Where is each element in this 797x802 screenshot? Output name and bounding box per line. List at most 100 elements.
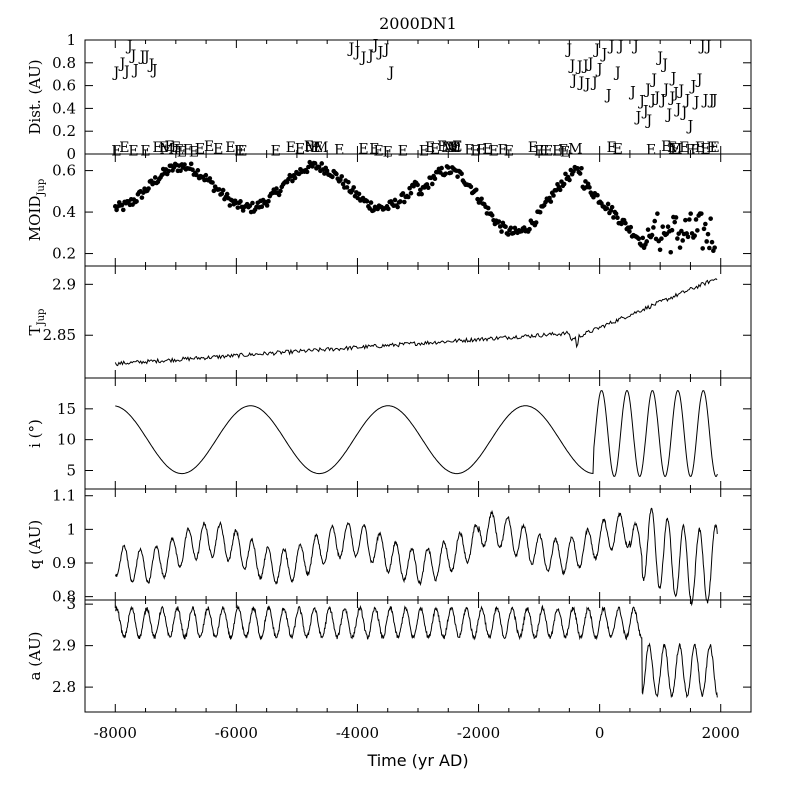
moid-point: [266, 198, 271, 204]
dist-marker-j: J: [628, 84, 636, 100]
dist-marker-m: M: [441, 140, 455, 156]
moid-point: [220, 187, 226, 193]
y-axis-label-incl: i (°): [26, 419, 44, 448]
dist-marker-m: M: [668, 141, 682, 157]
dist-marker-j: J: [565, 42, 573, 58]
moid-point: [356, 191, 362, 197]
dist-marker-m: M: [160, 141, 174, 157]
moid-point: [703, 221, 708, 227]
dist-marker-j: J: [648, 92, 656, 108]
moid-point: [312, 161, 318, 166]
dist-marker-j: J: [577, 75, 585, 91]
moid-point: [665, 224, 671, 230]
y-tick-label-moid: 0.6: [52, 162, 76, 180]
moid-point: [119, 202, 125, 208]
dist-marker-j: J: [664, 107, 672, 123]
moid-point: [182, 162, 187, 167]
moid-point: [561, 181, 567, 187]
dist-marker-j: J: [366, 48, 374, 64]
dist-marker-e: E: [695, 140, 705, 156]
moid-point: [677, 245, 683, 250]
dist-marker-e: E: [707, 140, 717, 156]
dist-marker-j: J: [122, 64, 130, 80]
y-tick-label-tjup: 2.85: [43, 326, 76, 344]
dist-marker-e: E: [383, 145, 393, 161]
incl-series-line: [115, 390, 718, 477]
moid-point: [701, 226, 707, 232]
moid-point: [402, 199, 407, 205]
dist-marker-j: J: [376, 44, 384, 60]
dist-marker-j: J: [674, 101, 682, 117]
moid-point: [537, 209, 543, 215]
moid-point: [551, 193, 556, 198]
dist-marker-j: J: [353, 44, 361, 60]
dist-marker-j: J: [641, 104, 649, 120]
moid-point: [178, 168, 183, 174]
moid-point: [473, 187, 479, 193]
moid-point: [415, 182, 420, 188]
moid-point: [699, 211, 704, 216]
dist-marker-e: E: [464, 142, 474, 158]
y-axis-label-text: i (°): [26, 419, 44, 448]
dist-marker-j: J: [595, 62, 603, 78]
moid-point: [235, 205, 241, 210]
moid-point: [419, 191, 424, 197]
moid-point: [527, 226, 532, 232]
dist-marker-e: E: [539, 144, 549, 160]
moid-point: [499, 229, 504, 234]
dist-marker-e: E: [234, 144, 244, 160]
y-tick-label-dist: 0: [66, 145, 76, 163]
dist-marker-e: E: [334, 142, 344, 158]
moid-point: [344, 185, 350, 190]
dist-marker-e: E: [159, 140, 169, 156]
dist-marker-e: E: [237, 144, 247, 160]
moid-point: [274, 186, 279, 191]
dist-marker-e: E: [419, 144, 429, 160]
y-axis-label-dist: Dist. (AU): [26, 59, 44, 134]
y-tick-label-q: 1: [66, 520, 76, 538]
dist-marker-j: J: [652, 90, 660, 106]
moid-point: [645, 227, 651, 232]
moid-point: [443, 171, 448, 176]
dist-marker-j: J: [658, 92, 666, 108]
moid-point: [259, 204, 265, 210]
moid-point: [533, 220, 539, 225]
moid-point: [194, 172, 199, 178]
dist-marker-j: J: [689, 79, 697, 95]
y-axis-label-subscript: Jup: [36, 179, 47, 197]
dist-marker-j: J: [695, 72, 703, 88]
moid-point: [392, 197, 398, 203]
dist-marker-j: J: [359, 50, 367, 66]
dist-marker-e: E: [310, 140, 320, 156]
dist-marker-e: E: [195, 141, 205, 157]
dist-marker-j: J: [600, 47, 608, 63]
dist-marker-e: E: [374, 144, 384, 160]
moid-point: [659, 236, 664, 241]
y-tick-label-a: 2.9: [52, 637, 76, 655]
y-axis-label-text: MOID: [26, 196, 44, 242]
moid-point: [425, 185, 431, 191]
dist-marker-j: J: [142, 49, 150, 65]
moid-point: [604, 206, 610, 211]
y-axis-label-text: T: [26, 325, 44, 335]
moid-point: [615, 215, 620, 221]
moid-point: [688, 211, 693, 216]
dist-marker-j: J: [649, 72, 657, 88]
moid-point: [708, 216, 713, 221]
y-axis-label-moid: MOIDJup: [26, 179, 47, 241]
x-tick-label: 0: [595, 724, 605, 742]
y-axis-label-text: a (AU): [26, 632, 44, 681]
moid-point: [485, 205, 491, 211]
moid-point: [407, 185, 412, 191]
moid-point: [346, 179, 351, 185]
moid-point: [190, 167, 195, 173]
dist-marker-j: J: [607, 39, 615, 55]
moid-point: [660, 224, 666, 229]
moid-point: [704, 239, 709, 244]
moid-point: [672, 219, 678, 225]
dist-marker-j: J: [661, 82, 669, 98]
dist-marker-e: E: [543, 144, 553, 160]
moid-point: [707, 245, 712, 251]
moid-point: [411, 183, 416, 189]
moid-point: [497, 224, 503, 229]
